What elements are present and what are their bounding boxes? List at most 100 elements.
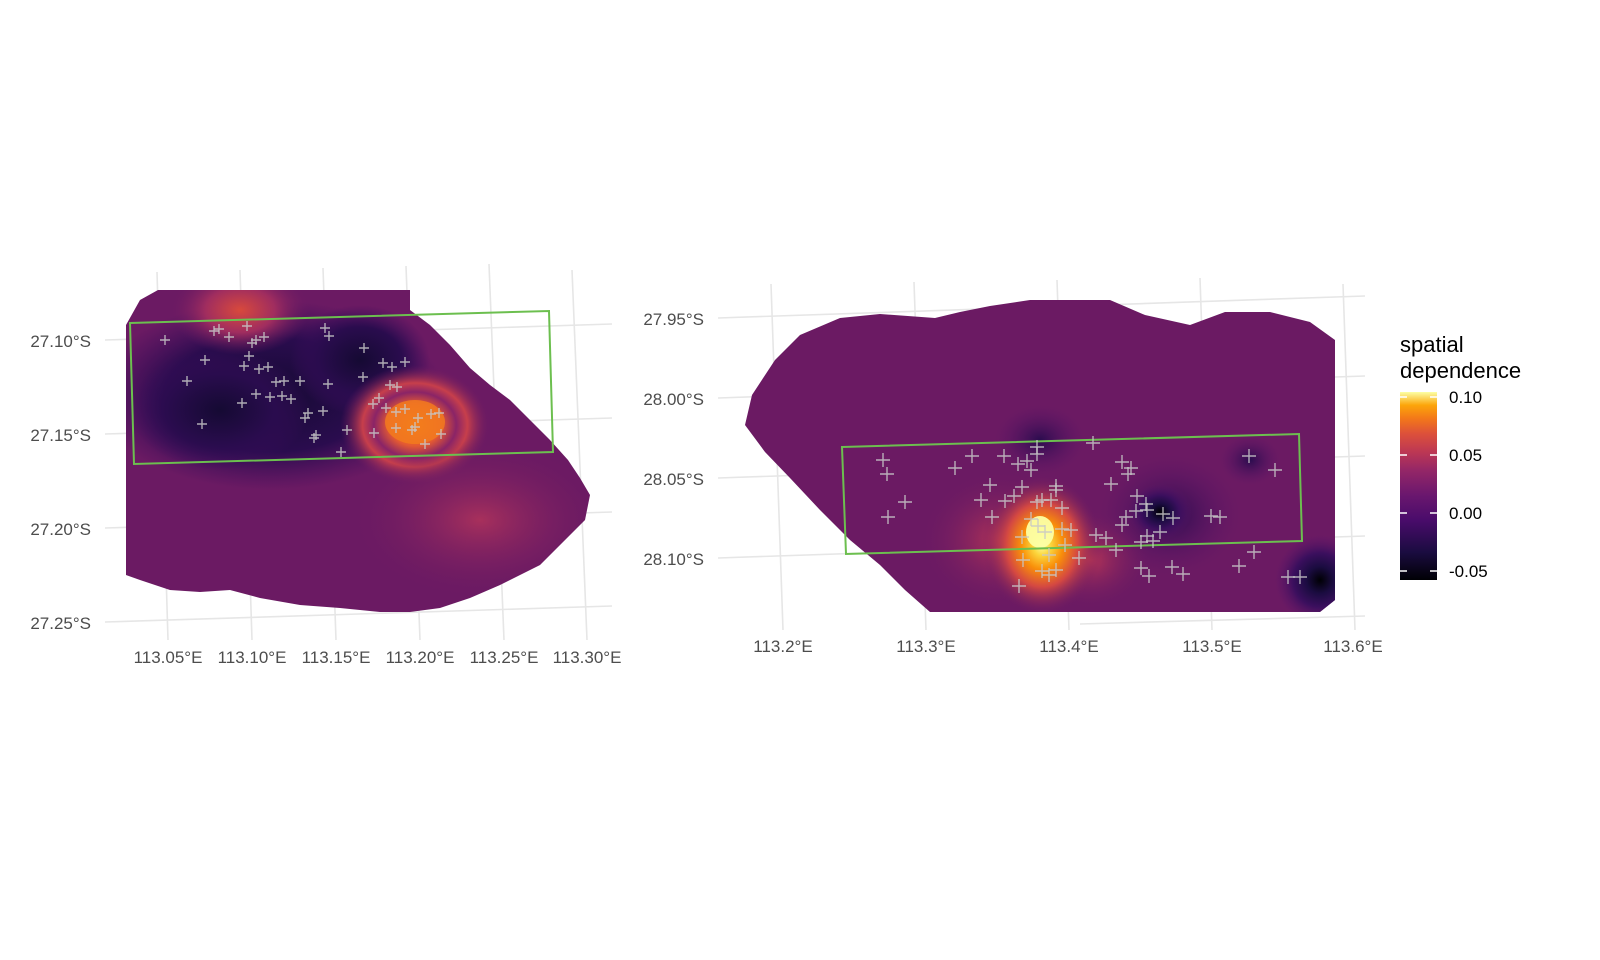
site-marker (1204, 509, 1218, 523)
right-x-tick-label: 113.3°E (896, 637, 955, 656)
site-marker (1247, 545, 1261, 559)
site-marker (1119, 510, 1133, 524)
right-x-tick-label: 113.2°E (753, 637, 812, 656)
left-x-tick-label: 113.10°E (218, 648, 287, 667)
site-marker (1166, 511, 1180, 525)
site-marker (400, 357, 410, 367)
site-marker (1020, 454, 1034, 468)
site-marker (1115, 455, 1129, 469)
site-marker (303, 408, 313, 418)
site-marker (242, 321, 252, 331)
site-marker (1030, 447, 1044, 461)
site-marker (391, 407, 401, 417)
right-site-markers (876, 436, 1307, 593)
site-marker (1156, 507, 1170, 521)
site-marker (1146, 534, 1160, 548)
legend-label: 0.05 (1449, 446, 1482, 465)
legend-label: 0.00 (1449, 504, 1482, 523)
site-marker (880, 467, 894, 481)
legend-label: -0.05 (1449, 562, 1488, 581)
site-marker (197, 419, 207, 429)
site-marker (263, 362, 273, 372)
colorbar-legend: spatial dependence 0.10 0.05 0.00 -0.05 (1400, 332, 1521, 581)
legend-label: 0.10 (1449, 388, 1482, 407)
site-marker (320, 323, 330, 333)
left-x-tick-label: 113.20°E (386, 648, 455, 667)
site-marker (318, 406, 328, 416)
site-marker (400, 404, 410, 414)
right-y-tick-label: 27.95°S (643, 310, 704, 329)
site-marker (1089, 528, 1103, 542)
site-marker (265, 392, 275, 402)
site-marker (244, 351, 254, 361)
site-marker (1044, 493, 1058, 507)
site-marker (259, 332, 269, 342)
site-marker (1242, 449, 1256, 463)
left-y-tick-label: 27.20°S (30, 520, 91, 539)
site-marker (426, 409, 436, 419)
site-marker (1072, 551, 1086, 565)
site-marker (324, 331, 334, 341)
site-marker (1293, 570, 1307, 584)
site-marker (1011, 457, 1025, 471)
site-marker (369, 428, 379, 438)
site-marker (974, 493, 988, 507)
site-marker (1015, 480, 1029, 494)
site-marker (224, 332, 234, 342)
site-marker (1055, 522, 1069, 536)
site-marker (359, 343, 369, 353)
left-x-tick-label: 113.30°E (553, 648, 622, 667)
site-marker (1115, 518, 1129, 532)
site-marker (1099, 531, 1113, 545)
site-marker (985, 510, 999, 524)
site-marker (983, 478, 997, 492)
site-marker (237, 398, 247, 408)
site-marker (1058, 538, 1072, 552)
site-marker (1035, 564, 1049, 578)
site-marker (1012, 579, 1026, 593)
site-marker (271, 377, 281, 387)
site-marker (214, 324, 224, 334)
legend-title-line2: dependence (1400, 358, 1521, 383)
site-marker (420, 439, 430, 449)
site-marker (1086, 436, 1100, 450)
site-marker (387, 362, 397, 372)
left-site-markers (160, 321, 446, 457)
site-marker (436, 429, 446, 439)
site-marker (434, 408, 444, 418)
site-marker (997, 449, 1011, 463)
site-marker (251, 389, 261, 399)
site-marker (1038, 525, 1052, 539)
site-marker (1121, 467, 1135, 481)
site-marker (374, 393, 384, 403)
legend-ticks (1400, 396, 1437, 572)
site-marker (1281, 570, 1295, 584)
left-x-tick-label: 113.15°E (302, 648, 371, 667)
site-marker (385, 380, 395, 390)
site-marker (410, 422, 420, 432)
site-marker (1031, 519, 1045, 533)
left-map-panel: 27.10°S 27.15°S 27.20°S 27.25°S 113.05°E… (30, 263, 622, 667)
left-y-tick-label: 27.10°S (30, 332, 91, 351)
left-x-axis-labels: 113.05°E 113.10°E 113.15°E 113.20°E 113.… (134, 648, 622, 667)
site-marker (1049, 483, 1063, 497)
site-marker (378, 358, 388, 368)
right-x-tick-label: 113.5°E (1182, 637, 1241, 656)
site-marker (286, 394, 296, 404)
site-marker (1134, 561, 1148, 575)
left-y-axis-labels: 27.10°S 27.15°S 27.20°S 27.25°S (30, 332, 91, 633)
left-raster (126, 290, 590, 612)
site-marker (1153, 525, 1167, 539)
site-marker (1139, 497, 1153, 511)
site-marker (323, 379, 333, 389)
site-marker (1213, 510, 1227, 524)
site-marker (1176, 567, 1190, 581)
site-marker (1129, 504, 1143, 518)
site-marker (1016, 553, 1030, 567)
site-marker (1165, 560, 1179, 574)
site-marker (1130, 489, 1144, 503)
site-marker (1064, 523, 1078, 537)
site-marker (898, 495, 912, 509)
site-marker (1104, 477, 1118, 491)
site-marker (1042, 548, 1056, 562)
